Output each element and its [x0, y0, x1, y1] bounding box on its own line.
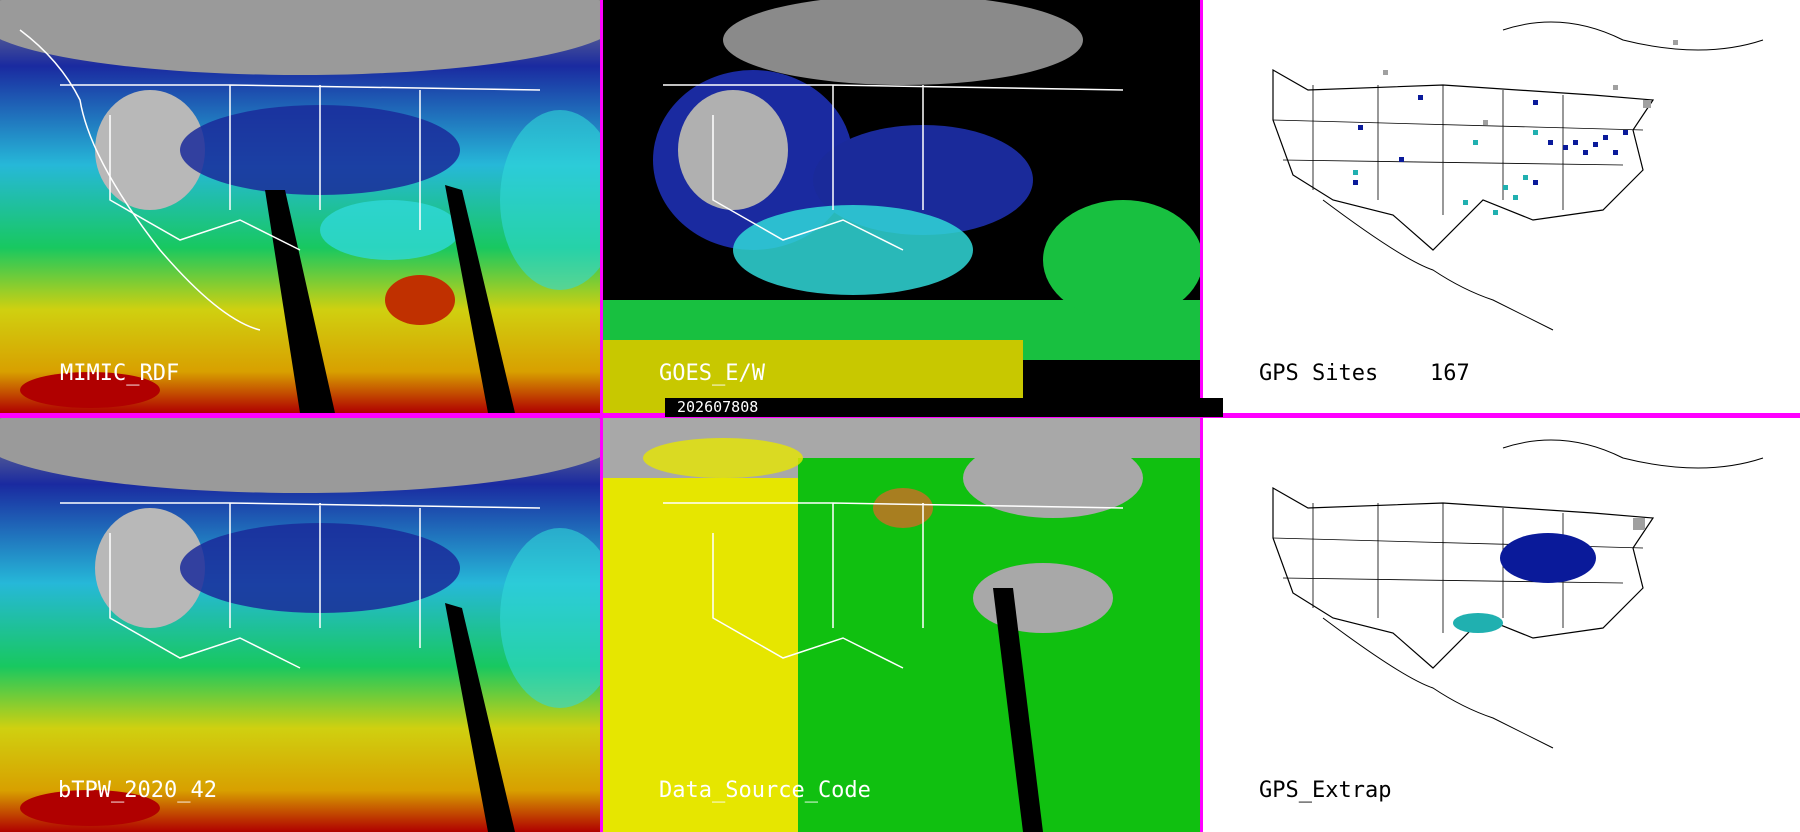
timestamp-text: 202607808 — [677, 398, 759, 416]
gps-extrap-panel: GPS_Extrap — [1203, 418, 1800, 832]
data-source-label: Data_Source_Code — [659, 778, 871, 803]
goes-panel: GOES_E/W — [603, 0, 1200, 413]
timestamp-bar: 202607808 — [665, 398, 1223, 417]
goes-label: GOES_E/W — [659, 361, 765, 386]
btpw-panel: bTPW_2020_42 — [0, 418, 600, 832]
gps-sites-label: GPS Sites — [1259, 361, 1379, 386]
mimic-rdf-label: MIMIC_RDF — [60, 361, 180, 386]
gps-sites-panel: GPS Sites 167 — [1203, 0, 1800, 413]
gps-extrap-label: GPS_Extrap — [1259, 778, 1392, 803]
mimic-rdf-panel: MIMIC_RDF — [0, 0, 600, 413]
data-source-panel: Data_Source_Code — [603, 418, 1200, 832]
btpw-label: bTPW_2020_42 — [58, 778, 217, 803]
gps-sites-count: 167 — [1430, 361, 1470, 386]
